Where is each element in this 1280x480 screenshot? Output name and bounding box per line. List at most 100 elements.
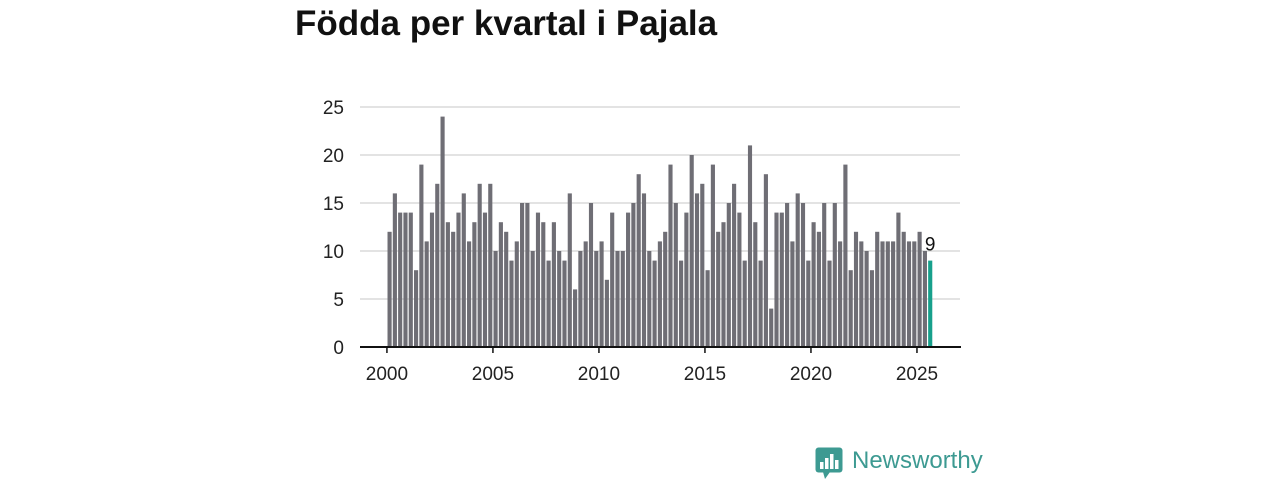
bar — [679, 260, 684, 347]
bar — [509, 260, 514, 347]
bar — [573, 289, 578, 347]
bar — [811, 222, 816, 347]
bar — [689, 155, 694, 347]
bar — [435, 183, 440, 347]
bar — [620, 251, 625, 347]
bar — [604, 279, 609, 347]
bar — [891, 241, 896, 347]
bar — [859, 241, 864, 347]
bar — [896, 212, 901, 347]
bar — [557, 251, 562, 347]
bar — [599, 241, 604, 347]
bar — [694, 193, 700, 347]
bar — [806, 260, 811, 347]
bar — [763, 174, 768, 347]
bar — [747, 145, 753, 347]
bar — [795, 193, 800, 347]
bar — [901, 231, 906, 347]
bar — [440, 116, 445, 347]
bar — [546, 260, 551, 347]
newsworthy-logo-icon — [815, 447, 843, 479]
bar — [663, 231, 668, 347]
bar — [493, 251, 498, 347]
bar — [445, 222, 450, 347]
bar — [832, 203, 837, 347]
bars — [387, 116, 933, 347]
bar — [588, 203, 594, 347]
y-tick-label: 5 — [333, 290, 344, 311]
bar — [816, 231, 821, 347]
bar — [567, 193, 572, 347]
x-tick-label: 2015 — [684, 364, 726, 385]
y-tick-label: 10 — [323, 242, 344, 263]
bar — [535, 212, 541, 347]
y-tick-label: 15 — [323, 194, 344, 215]
bar — [504, 231, 509, 347]
bar — [885, 241, 890, 347]
bar — [843, 164, 848, 347]
highlight-bar — [928, 260, 933, 347]
bar — [848, 270, 853, 347]
bar — [488, 183, 493, 347]
bar — [498, 222, 503, 347]
bar — [742, 260, 747, 347]
bar — [869, 270, 874, 347]
bar — [726, 203, 731, 347]
bar — [657, 241, 662, 347]
bar — [594, 251, 599, 347]
bar — [631, 203, 636, 347]
bar — [732, 183, 737, 347]
bar — [652, 260, 657, 347]
y-tick-label: 0 — [333, 338, 344, 359]
bar — [785, 203, 790, 347]
bar — [419, 164, 424, 347]
bar — [668, 164, 673, 347]
bar — [822, 203, 827, 347]
bar — [414, 270, 419, 347]
bar — [525, 203, 530, 347]
bar — [700, 183, 705, 347]
bar — [626, 212, 631, 347]
bar — [541, 222, 546, 347]
y-tick-label: 25 — [323, 98, 344, 119]
bar — [482, 212, 488, 347]
bar — [514, 241, 519, 347]
bar — [673, 203, 678, 347]
bar — [424, 241, 429, 347]
bar — [758, 260, 763, 347]
bar — [800, 203, 806, 347]
bar — [647, 251, 652, 347]
bar — [451, 231, 456, 347]
bar — [477, 183, 482, 347]
bar — [583, 241, 588, 347]
bar — [880, 241, 885, 347]
bar — [705, 270, 710, 347]
newsworthy-logo: Newsworthy — [815, 447, 983, 479]
bar — [710, 164, 715, 347]
bar — [790, 241, 795, 347]
bar — [917, 231, 922, 347]
x-tick-label: 2020 — [790, 364, 832, 385]
x-tick-label: 2010 — [578, 364, 620, 385]
bar — [912, 241, 917, 347]
bar — [551, 222, 556, 347]
bar — [922, 251, 927, 347]
bar — [753, 222, 758, 347]
bar — [456, 212, 461, 347]
bar — [864, 251, 869, 347]
bar — [392, 193, 397, 347]
bar — [838, 241, 843, 347]
bar — [636, 174, 641, 347]
bar — [906, 241, 912, 347]
bar — [875, 231, 880, 347]
bar — [641, 193, 647, 347]
bar — [779, 212, 784, 347]
bar — [398, 212, 403, 347]
bar — [615, 251, 620, 347]
bar — [429, 212, 435, 347]
bar — [827, 260, 832, 347]
bar — [387, 231, 392, 347]
bar — [530, 251, 535, 347]
